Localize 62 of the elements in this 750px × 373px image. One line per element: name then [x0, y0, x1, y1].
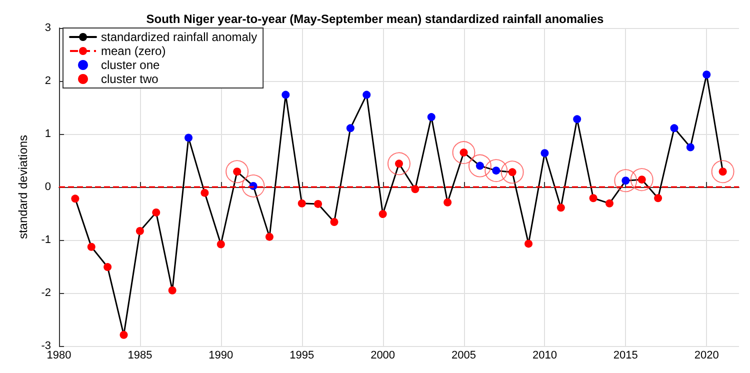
point [71, 194, 80, 203]
legend-label: standardized rainfall anomaly [101, 30, 258, 44]
y-tick-label: 0 [44, 181, 51, 193]
point [427, 113, 436, 122]
legend-label: cluster two [101, 72, 159, 86]
point [242, 174, 265, 198]
point [605, 199, 614, 208]
point [346, 124, 354, 132]
point [589, 194, 598, 202]
point [168, 286, 176, 294]
x-tick-label: 2000 [370, 350, 396, 362]
point [265, 232, 274, 241]
x-tick-label: 2020 [694, 350, 719, 362]
legend-label: mean (zero) [101, 44, 166, 58]
x-tick-label: 1995 [290, 350, 314, 362]
point [614, 169, 638, 192]
point [388, 152, 410, 176]
point [573, 115, 582, 124]
point [444, 198, 452, 206]
point [378, 210, 387, 218]
x-tick-label: 2005 [452, 350, 476, 362]
point [500, 160, 524, 184]
y-tick-label: -3 [41, 340, 51, 352]
point [104, 263, 112, 272]
legend-label: cluster one [101, 58, 160, 72]
point [654, 194, 662, 202]
point [468, 154, 492, 178]
point [216, 240, 225, 248]
point [282, 90, 290, 99]
x-tick-label: 2010 [532, 350, 557, 362]
point [120, 330, 128, 339]
y-tick-label: 3 [44, 22, 51, 34]
y-tick-label: 2 [44, 75, 51, 87]
point [630, 168, 654, 192]
point [184, 134, 193, 142]
y-axis-title: standard deviations [16, 134, 30, 240]
point [362, 90, 371, 99]
y-tick-label: -2 [41, 287, 51, 299]
chart-title: South Niger year-to-year (May-September mean) standardized rainfall anomalies [146, 12, 604, 26]
point [711, 160, 734, 184]
point [524, 240, 533, 248]
point [314, 200, 322, 208]
point [686, 143, 694, 152]
x-tick-label: 2015 [613, 350, 638, 362]
x-tick-label: 1990 [208, 350, 234, 362]
y-tick-label: -1 [41, 234, 51, 246]
point [330, 218, 338, 226]
point [452, 141, 476, 164]
x-tick-label: 1985 [128, 350, 152, 362]
point [226, 160, 249, 184]
point [556, 204, 565, 212]
x-tick-label: 1980 [46, 350, 72, 362]
point [670, 124, 678, 132]
point [298, 199, 306, 208]
point [152, 208, 160, 216]
y-tick-label: 1 [44, 128, 51, 140]
point [136, 226, 144, 235]
point [200, 188, 209, 197]
point [87, 242, 96, 251]
point [540, 149, 549, 158]
point [702, 70, 711, 79]
point [484, 159, 508, 182]
